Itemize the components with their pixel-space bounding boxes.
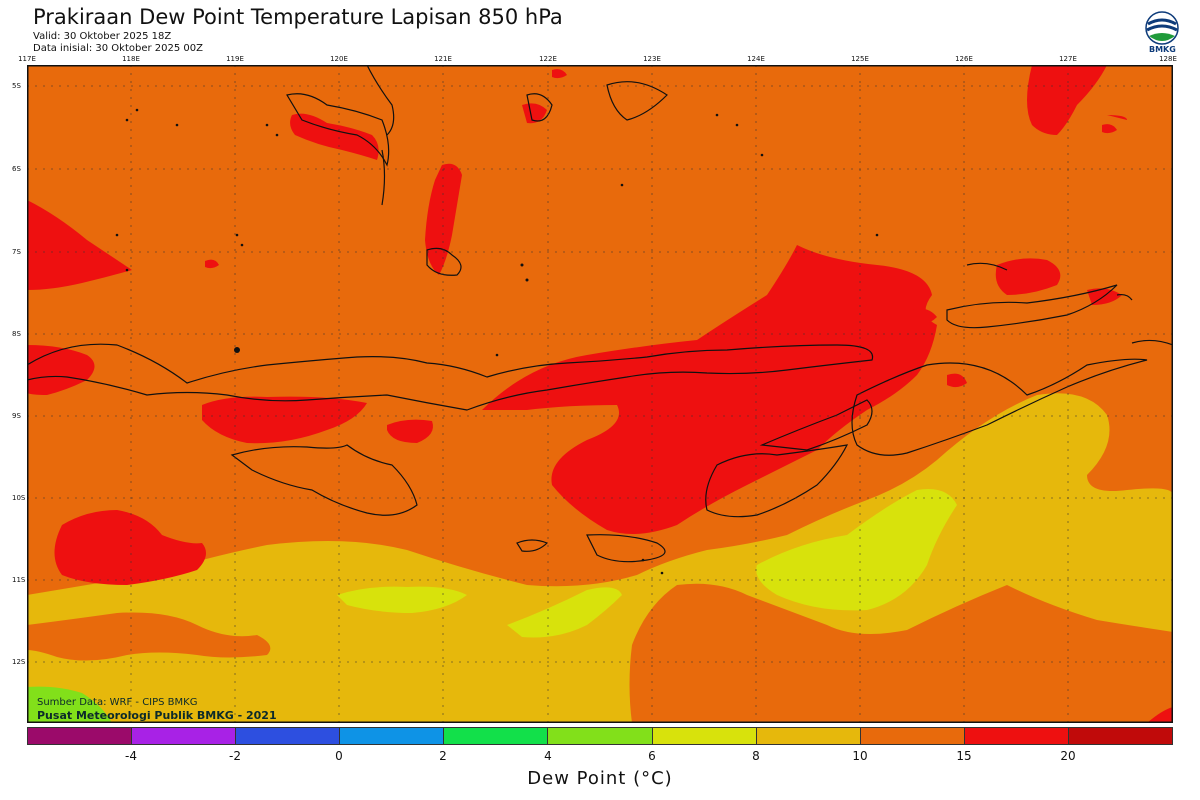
- field-15-20-strip: [425, 163, 462, 275]
- colorbar-title: Dew Point (°C): [527, 768, 673, 789]
- field-6-8-a: [337, 586, 467, 613]
- field-15-20-west2: [387, 419, 433, 443]
- colorbar-tick: -2: [229, 749, 241, 763]
- colorbar-segment: [652, 728, 757, 744]
- field-15-20-small5: [552, 69, 567, 79]
- colorbar-segment: [860, 728, 965, 744]
- lon-label: 125E: [851, 55, 869, 63]
- initial-time: Data inisial: 30 Oktober 2025 00Z: [33, 43, 203, 54]
- lon-label: 127E: [1059, 55, 1077, 63]
- lat-label: 6S: [12, 165, 21, 173]
- data-source: Sumber Data: WRF - CIPS BMKG: [37, 697, 198, 708]
- lon-label: 118E: [122, 55, 140, 63]
- field-15-20-leftedge: [27, 200, 132, 290]
- lat-label: 12S: [12, 658, 26, 666]
- field-15-20-small4: [205, 259, 219, 269]
- colorbar-segment: [236, 728, 341, 744]
- lat-label: 7S: [12, 248, 21, 256]
- field-15-20-east2: [1087, 288, 1122, 305]
- field-15-20-sw-blob: [54, 510, 206, 585]
- field-15-20-small1: [912, 308, 937, 325]
- field-15-20-small7: [1107, 115, 1127, 120]
- field-15-20-ne: [1027, 65, 1107, 135]
- lon-label: 119E: [226, 55, 244, 63]
- lon-label: 123E: [643, 55, 661, 63]
- colorbar-tick: 4: [544, 749, 552, 763]
- field-15-20-small2: [947, 373, 967, 388]
- field-15-20-north: [290, 113, 379, 160]
- colorbar: [27, 727, 1173, 745]
- lat-label: 5S: [12, 82, 21, 90]
- graticule: [27, 65, 1173, 723]
- lon-label: 128E: [1159, 55, 1177, 63]
- valid-time: Valid: 30 Oktober 2025 18Z: [33, 31, 172, 42]
- field-6-8-b: [507, 587, 622, 638]
- field-15-20-small3: [522, 103, 547, 124]
- map-title: Prakiraan Dew Point Temperature Lapisan …: [33, 5, 563, 29]
- field-15-20-small6: [1102, 124, 1117, 134]
- lon-label: 121E: [434, 55, 452, 63]
- lat-label: 10S: [12, 494, 26, 502]
- field-8-10-south: [27, 393, 1173, 723]
- lat-label: 8S: [12, 330, 21, 338]
- field-15-20-west: [202, 396, 367, 444]
- colorbar-segment: [132, 728, 237, 744]
- dewpoint-map[interactable]: [27, 65, 1173, 723]
- lat-label: 11S: [12, 576, 26, 584]
- lon-label: 122E: [539, 55, 557, 63]
- colorbar-tick: 6: [648, 749, 656, 763]
- colorbar-segment: [964, 728, 1069, 744]
- colorbar-tick: 10: [852, 749, 868, 763]
- colorbar-segment: [1068, 728, 1173, 744]
- bmkg-logo-icon: [1145, 11, 1179, 45]
- colorbar-segment: [756, 728, 861, 744]
- colorbar-segment: [444, 728, 549, 744]
- field-15-20-east: [995, 258, 1061, 295]
- colorbar-tick: -4: [125, 749, 137, 763]
- field-4-6: [27, 686, 112, 723]
- colorbar-tick: 15: [956, 749, 972, 763]
- field-10-15-sw: [27, 612, 271, 661]
- coastlines: [27, 65, 1173, 563]
- field-15-20-br: [1147, 707, 1173, 723]
- lat-label: 9S: [12, 412, 21, 420]
- colorbar-tick: 8: [752, 749, 760, 763]
- small-islands: [115, 108, 879, 575]
- field-15-20-central: [482, 245, 937, 534]
- map-frame: [27, 65, 1173, 723]
- lon-label: 120E: [330, 55, 348, 63]
- organization: Pusat Meteorologi Publik BMKG - 2021: [37, 709, 277, 722]
- lon-label: 126E: [955, 55, 973, 63]
- colorbar-segment: [340, 728, 445, 744]
- field-15-20-nw: [27, 345, 95, 395]
- colorbar-tick: 2: [439, 749, 447, 763]
- colorbar-segment: [548, 728, 653, 744]
- colorbar-segment: [28, 728, 133, 744]
- logo-text: BMKG: [1149, 45, 1176, 54]
- lon-label: 124E: [747, 55, 765, 63]
- colorbar-tick: 0: [335, 749, 343, 763]
- colorbar-tick: 20: [1060, 749, 1076, 763]
- lon-label: 117E: [18, 55, 36, 63]
- field-6-8-c: [756, 489, 957, 611]
